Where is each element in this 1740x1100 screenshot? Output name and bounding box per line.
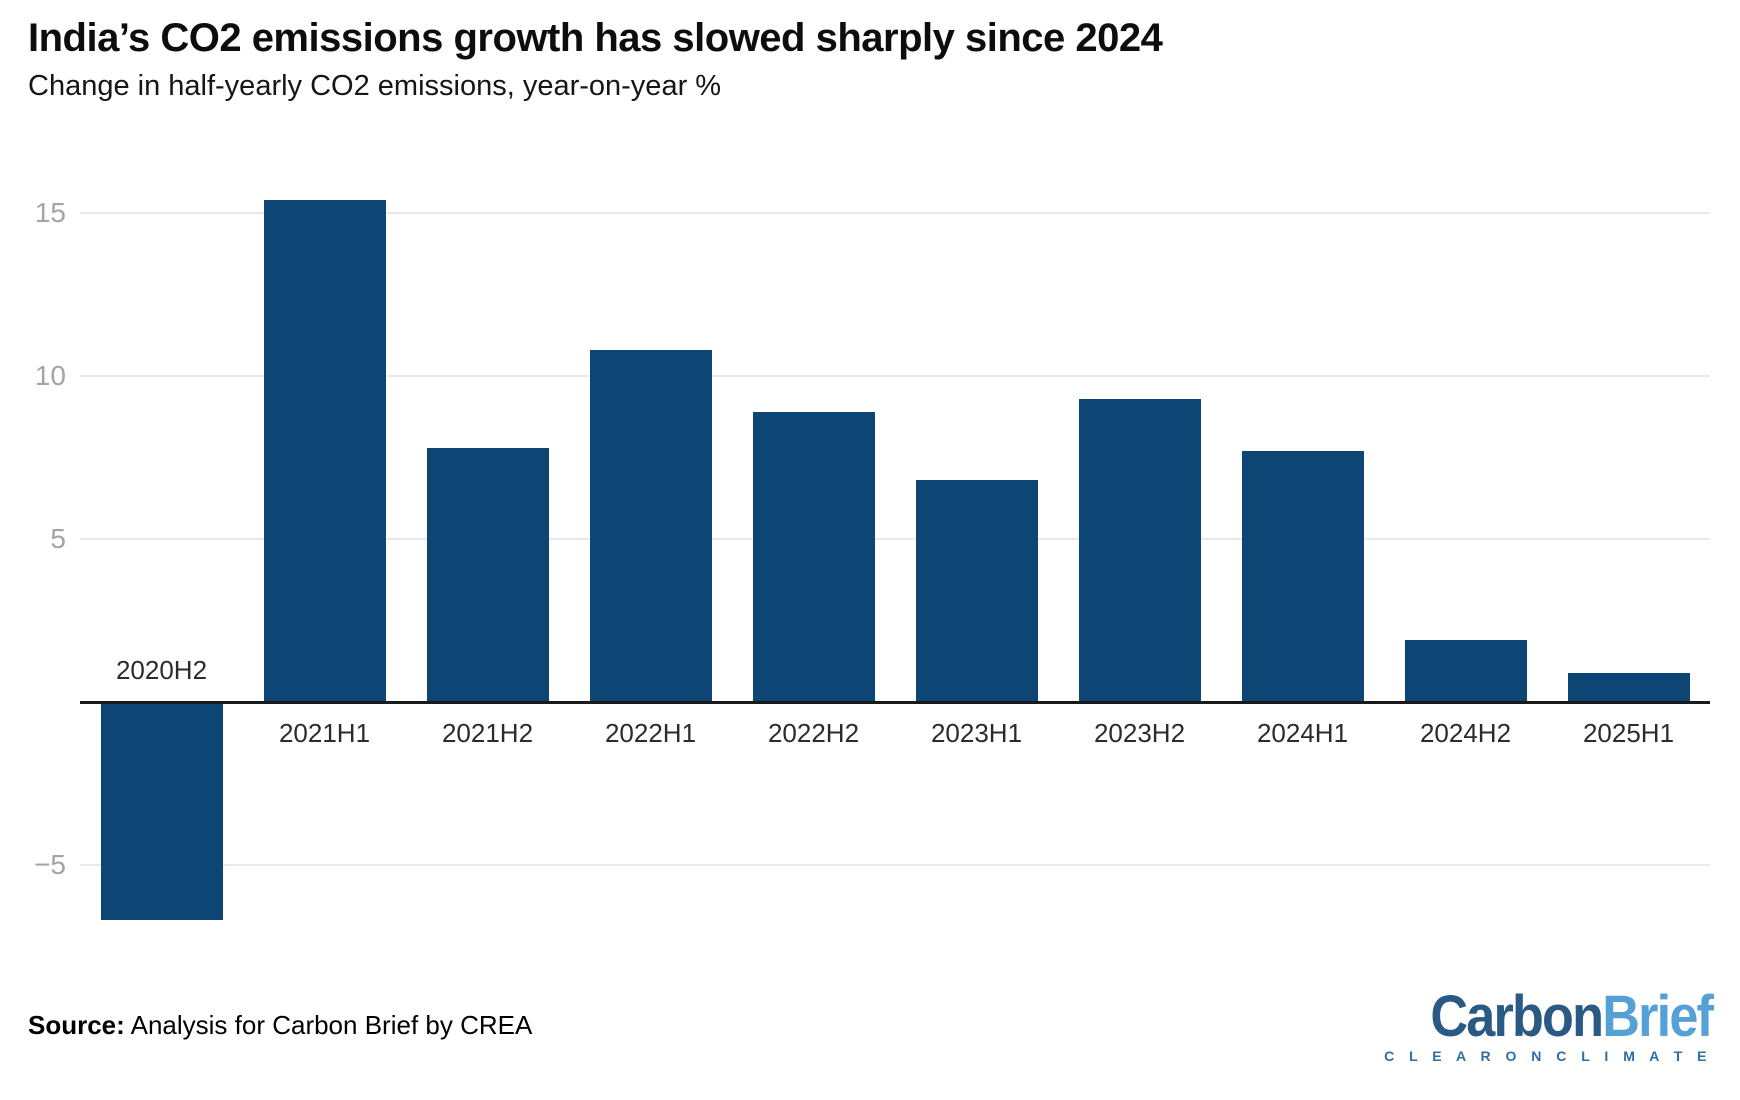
carbonbrief-logo: CarbonBrief C L E A R O N C L I M A T E	[1384, 988, 1714, 1065]
category-label-2021H1: 2021H1	[278, 718, 371, 748]
category-label-2023H1: 2023H1	[930, 718, 1023, 748]
bar-2021H2	[426, 447, 549, 702]
y-tick-label: −5	[34, 849, 66, 880]
bar-2024H1	[1241, 450, 1364, 702]
y-tick-label: 15	[34, 197, 66, 228]
source-line: Source: Analysis for Carbon Brief by CRE…	[28, 1010, 532, 1041]
chart-subtitle: Change in half-yearly CO2 emissions, yea…	[28, 70, 722, 102]
logo-tagline: C L E A R O N C L I M A T E	[1384, 1048, 1712, 1064]
gridline-15	[80, 212, 1710, 214]
category-label-2020H2: 2020H2	[115, 655, 208, 685]
bar-2025H1	[1567, 672, 1690, 702]
x-axis-line	[80, 700, 1710, 704]
category-label-2021H2: 2021H2	[441, 718, 534, 748]
bar-2023H2	[1078, 398, 1201, 702]
bar-2021H1	[263, 199, 386, 702]
y-tick-label: 10	[34, 360, 66, 391]
bar-2023H1	[915, 480, 1038, 702]
y-tick-label: 5	[50, 523, 66, 554]
bar-2022H1	[589, 349, 712, 702]
category-label-2024H1: 2024H1	[1256, 718, 1349, 748]
chart-title: India’s CO2 emissions growth has slowed …	[28, 16, 1163, 60]
source-label: Source:	[28, 1010, 125, 1040]
category-label-2024H2: 2024H2	[1419, 718, 1512, 748]
category-label-2023H2: 2023H2	[1093, 718, 1186, 748]
logo-brief-word: Brief	[1602, 984, 1714, 1049]
gridline-10	[80, 375, 1710, 377]
source-text: Analysis for Carbon Brief by CREA	[124, 1010, 533, 1040]
bar-2020H2	[100, 702, 223, 921]
bar-2022H2	[752, 411, 875, 702]
gridline-−5	[80, 864, 1710, 866]
bar-2024H2	[1404, 640, 1527, 702]
gridline-5	[80, 538, 1710, 540]
category-label-2025H1: 2025H1	[1582, 718, 1675, 748]
carbonbrief-logo-text: CarbonBrief	[1430, 988, 1714, 1046]
category-label-2022H1: 2022H1	[604, 718, 697, 748]
category-label-2022H2: 2022H2	[767, 718, 860, 748]
logo-carbon-word: Carbon	[1430, 984, 1604, 1049]
